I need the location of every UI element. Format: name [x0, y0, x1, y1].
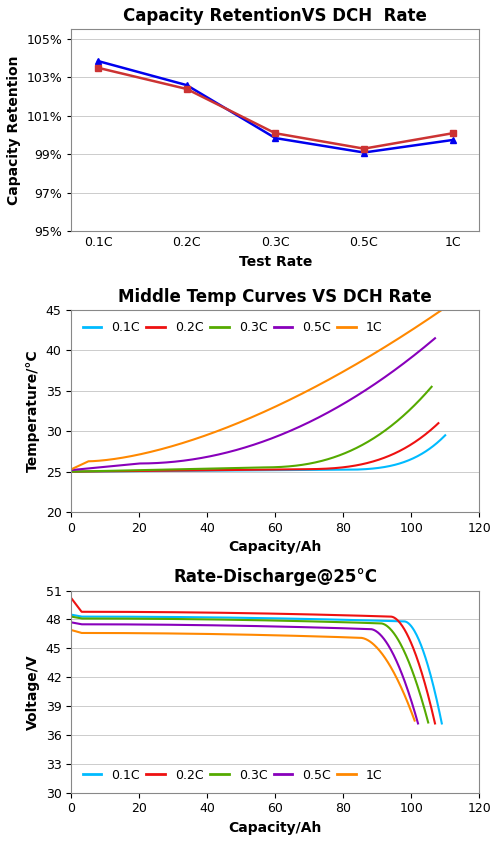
Y-axis label: Capacity Retention: Capacity Retention — [7, 56, 21, 205]
Title: Middle Temp Curves VS DCH Rate: Middle Temp Curves VS DCH Rate — [119, 288, 432, 306]
Legend: 0.1C, 0.2C, 0.3C, 0.5C, 1C: 0.1C, 0.2C, 0.3C, 0.5C, 1C — [78, 764, 387, 786]
X-axis label: Capacity/Ah: Capacity/Ah — [229, 541, 322, 554]
X-axis label: Test Rate: Test Rate — [239, 255, 312, 269]
Title: Rate-Discharge@25°C: Rate-Discharge@25°C — [173, 568, 377, 586]
Legend: 0.1C, 0.2C, 0.3C, 0.5C, 1C: 0.1C, 0.2C, 0.3C, 0.5C, 1C — [78, 317, 387, 339]
X-axis label: Capacity/Ah: Capacity/Ah — [229, 821, 322, 835]
Y-axis label: Voltage/V: Voltage/V — [26, 654, 40, 729]
Y-axis label: Temperature/°C: Temperature/°C — [26, 349, 40, 472]
Title: Capacity RetentionVS DCH  Rate: Capacity RetentionVS DCH Rate — [124, 7, 427, 25]
